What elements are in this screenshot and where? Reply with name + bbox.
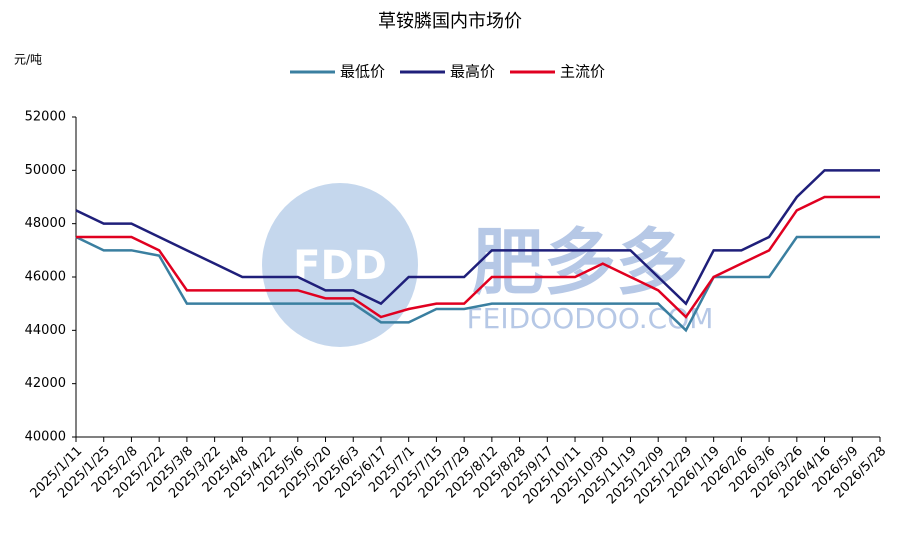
- y-tick-label: 50000: [25, 163, 66, 178]
- y-tick-label: 44000: [25, 323, 66, 338]
- watermark-name: 肥多多: [472, 221, 688, 305]
- y-tick-label: 48000: [25, 216, 66, 231]
- y-axis-unit: 元/吨: [14, 53, 42, 67]
- chart-title: 草铵膦国内市场价: [378, 11, 522, 32]
- legend-label: 最高价: [450, 63, 495, 81]
- y-tick-label: 42000: [25, 376, 66, 391]
- y-tick-label: 52000: [25, 110, 66, 125]
- y-tick-label: 46000: [25, 270, 66, 285]
- series-line: [75, 235, 880, 333]
- series-line: [75, 169, 880, 306]
- y-tick-label: 40000: [25, 430, 66, 445]
- series-line: [76, 195, 880, 319]
- legend-label: 最低价: [340, 63, 385, 81]
- legend-label: 主流价: [560, 63, 605, 81]
- watermark-circle: [262, 183, 418, 347]
